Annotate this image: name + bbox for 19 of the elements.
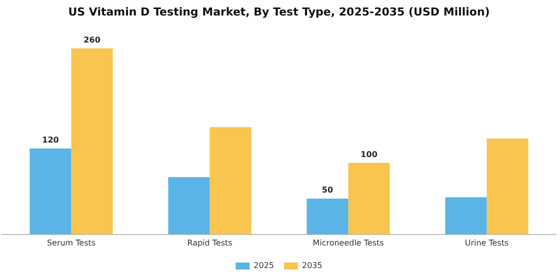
bar: [306, 198, 348, 234]
x-tick-label: Microneedle Tests: [312, 238, 384, 248]
bar: [71, 48, 113, 234]
bar: [348, 162, 390, 234]
chart-title: US Vitamin D Testing Market, By Test Type, 2025-2035 (USD Million): [68, 5, 490, 18]
x-tick-label: Urine Tests: [464, 238, 509, 248]
x-tick-label: Rapid Tests: [187, 238, 232, 248]
bar: [210, 127, 252, 234]
data-label: 120: [42, 136, 60, 145]
bar: [445, 197, 487, 234]
x-tick-label: Serum Tests: [46, 238, 96, 248]
data-label: 260: [84, 35, 101, 44]
legend-label: 2025: [254, 261, 274, 270]
bar: [486, 138, 528, 234]
bar: [168, 177, 210, 234]
data-label: 100: [360, 150, 378, 159]
legend-label: 2035: [302, 261, 322, 270]
data-label: 50: [322, 186, 334, 195]
bar: [30, 148, 72, 234]
